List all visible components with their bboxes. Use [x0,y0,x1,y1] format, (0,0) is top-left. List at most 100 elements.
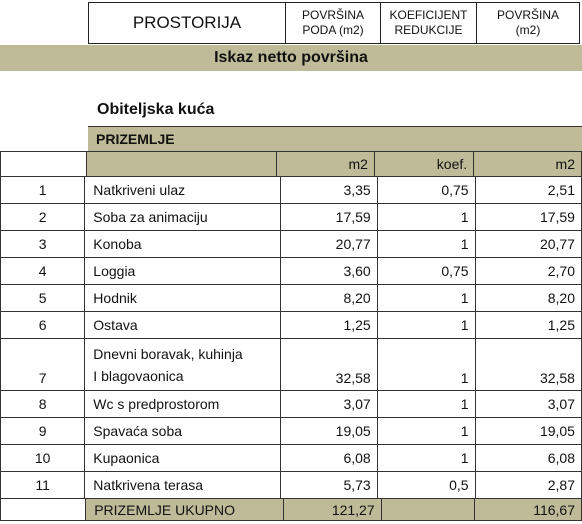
floor-area-cell: 1,25 [280,312,378,339]
net-area-cell: 8,20 [475,285,582,312]
floor-area-value: 8,20 [343,290,371,306]
table-row: 1 Natkriveni ulaz 3,35 0,75 2,51 [0,177,582,204]
coefficient-value: 0,75 [441,263,469,279]
coefficient-cell: 0,75 [377,258,476,285]
room-name: Natkriveni ulaz [93,182,186,198]
units-net-cell: m2 [474,152,582,177]
room-name: Spavaća soba [93,423,183,439]
coefficient-cell: 1 [377,231,476,258]
floor-area-value: 32,58 [335,370,371,386]
row-number: 1 [38,182,47,198]
header-room-cell: PROSTORIJA [88,2,286,44]
building-title: Obiteljska kuća [97,101,215,118]
total-label: PRIZEMLJE UKUPNO [94,501,236,518]
header-coef-line1: KOEFICIJENT [389,8,468,22]
room-name-cell: Loggia [85,258,281,285]
net-area-value: 2,70 [547,263,575,279]
floor-area-value: 20,77 [335,236,371,252]
net-area-value: 8,20 [547,290,575,306]
row-number-cell: 6 [0,312,86,339]
units-coef-label: koef. [436,156,468,172]
room-name: Ostava [93,317,138,333]
header-room-label: PROSTORIJA [132,13,242,32]
net-area-value: 2,87 [547,477,575,493]
row-number-cell: 8 [0,391,86,418]
coefficient-cell: 1 [377,312,476,339]
coefficient-value: 1 [460,236,469,252]
net-area-cell: 19,05 [475,418,582,445]
header-area-line2: (m2) [515,23,541,37]
room-name: Wc s predprostorom [93,396,220,412]
table-row: 6 Ostava 1,25 1 1,25 [0,312,582,339]
row-number-cell: 3 [0,231,86,258]
header-floor-area-line1: POVRŠINA [301,8,364,22]
room-name-cell: Dnevni boravak, kuhinja I blagovaonica [85,339,281,391]
header-coef-cell: KOEFICIJENT REDUKCIJE [380,2,477,44]
total-net-cell: 116,67 [474,499,582,521]
net-area-value: 17,59 [539,209,575,225]
coefficient-value: 1 [460,396,469,412]
floor-area-cell: 17,59 [280,204,378,231]
row-number: 2 [38,209,47,225]
row-number-cell: 1 [0,177,86,204]
row-number: 9 [38,423,47,439]
units-row: m2 koef. m2 [0,152,582,177]
row-number-cell: 5 [0,285,86,312]
coefficient-value: 1 [460,317,469,333]
net-area-value: 2,51 [547,182,575,198]
room-name-cell: Natkrivena terasa [85,472,281,499]
floor-area-value: 1,25 [343,317,371,333]
row-number-cell: 4 [0,258,86,285]
net-area-cell: 3,07 [475,391,582,418]
table-row: 2 Soba za animaciju 17,59 1 17,59 [0,204,582,231]
coefficient-cell: 0,75 [377,177,476,204]
table-row: 11 Natkrivena terasa 5,73 0,5 2,87 [0,472,582,499]
room-name-cell: Hodnik [85,285,281,312]
table-row: 3 Konoba 20,77 1 20,77 [0,231,582,258]
net-area-cell: 2,87 [475,472,582,499]
row-number-cell: 7 [0,339,86,391]
row-number: 5 [38,290,47,306]
table-row: 7 Dnevni boravak, kuhinja I blagovaonica 32… [0,339,582,391]
room-name: Soba za animaciju [93,209,208,225]
room-name: Konoba [93,236,142,252]
section-band: Iskaz netto površina [0,45,582,71]
net-area-cell: 6,08 [475,445,582,472]
table-row: 4 Loggia 3,60 0,75 2,70 [0,258,582,285]
room-name: I blagovaonica [93,367,184,384]
floor-area-cell: 3,35 [280,177,378,204]
table-row: 10 Kupaonica 6,08 1 6,08 [0,445,582,472]
units-area-label: m2 [348,156,368,172]
net-area-value: 19,05 [539,423,575,439]
coefficient-cell: 1 [377,204,476,231]
table-row: 8 Wc s predprostorom 3,07 1 3,07 [0,391,582,418]
net-area-cell: 32,58 [475,339,582,391]
total-no-cell [0,499,87,521]
row-number: 6 [38,317,47,333]
row-number: 4 [38,263,47,279]
coefficient-cell: 1 [377,285,476,312]
row-number-cell: 9 [0,418,86,445]
net-area-value: 20,77 [539,236,575,252]
room-name: Dnevni boravak, kuhinja [93,345,243,362]
total-net-value: 116,67 [533,501,575,518]
room-name: Loggia [93,263,136,279]
floor-area-value: 19,05 [335,423,371,439]
total-coef-cell [381,499,475,521]
net-area-cell: 2,70 [475,258,582,285]
units-area-cell: m2 [276,152,375,177]
room-name-cell: Spavaća soba [85,418,281,445]
net-area-cell: 20,77 [475,231,582,258]
row-number: 10 [34,450,51,466]
row-number-cell: 2 [0,204,86,231]
section-title: Iskaz netto površina [214,49,368,66]
total-area-value: 121,27 [331,501,375,518]
net-area-value: 6,08 [547,450,575,466]
room-name: Natkrivena terasa [93,477,204,493]
row-number-cell: 11 [0,472,86,499]
net-area-value: 1,25 [547,317,575,333]
coefficient-cell: 1 [377,391,476,418]
area-table: m2 koef. m2 1 Natkriveni ulaz 3,35 0,75 2,51… [0,151,582,521]
net-area-cell: 2,51 [475,177,582,204]
floor-area-value: 3,35 [343,182,371,198]
